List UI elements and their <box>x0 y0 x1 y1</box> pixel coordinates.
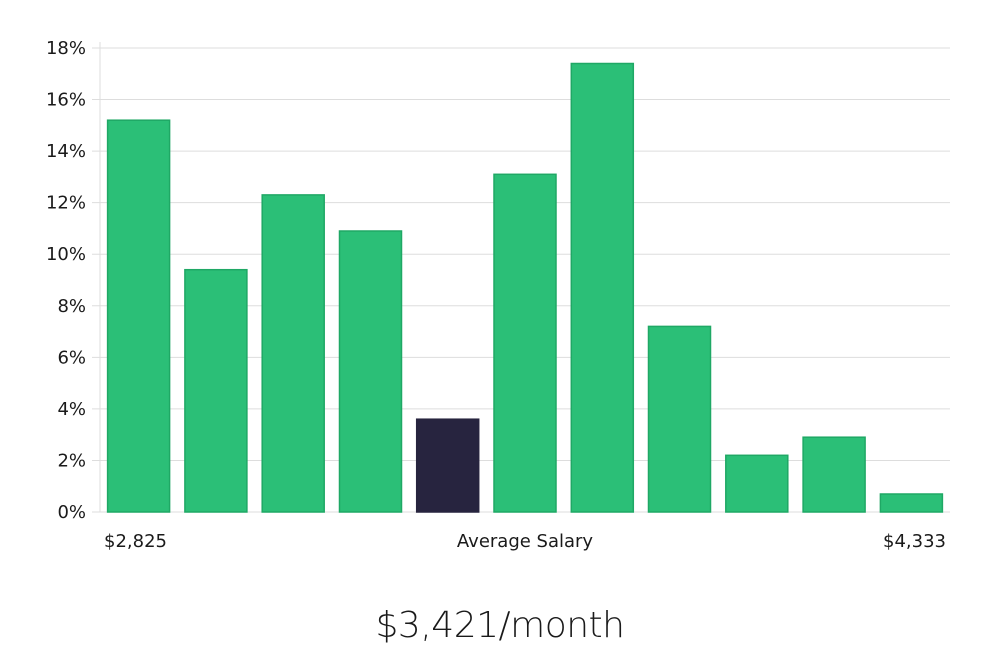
bars <box>106 62 944 513</box>
bar <box>647 325 712 513</box>
bar <box>493 173 557 513</box>
salary-distribution-chart: 0% 2% 4% 6% 8% 10% 12% 14% 16% 18% $2,825 Average… <box>46 38 950 552</box>
bar-highlighted <box>415 418 480 513</box>
bar <box>570 62 635 513</box>
bar <box>725 454 789 513</box>
y-tick-label: 4% <box>57 399 86 420</box>
bar <box>106 119 171 513</box>
x-axis-end-label: $4,333 <box>883 531 946 552</box>
bar <box>338 230 403 513</box>
bar <box>184 268 248 513</box>
x-axis-start-label: $2,825 <box>104 531 167 552</box>
y-tick-label: 2% <box>57 450 86 471</box>
y-axis-tick-labels: 0% 2% 4% 6% 8% 10% 12% 14% 16% 18% <box>46 38 86 523</box>
y-tick-label: 16% <box>46 90 86 111</box>
y-tick-label: 12% <box>46 193 86 214</box>
y-tick-label: 18% <box>46 38 86 59</box>
x-axis-title: Average Salary <box>457 531 594 552</box>
y-tick-label: 10% <box>46 244 86 265</box>
bar <box>261 194 325 513</box>
y-tick-label: 0% <box>57 502 86 523</box>
bar <box>802 436 866 513</box>
y-tick-label: 8% <box>57 296 86 317</box>
average-salary-figure: $3,421/month <box>375 605 625 646</box>
bar <box>879 493 944 513</box>
y-tick-label: 14% <box>46 141 86 162</box>
y-tick-label: 6% <box>57 347 86 368</box>
